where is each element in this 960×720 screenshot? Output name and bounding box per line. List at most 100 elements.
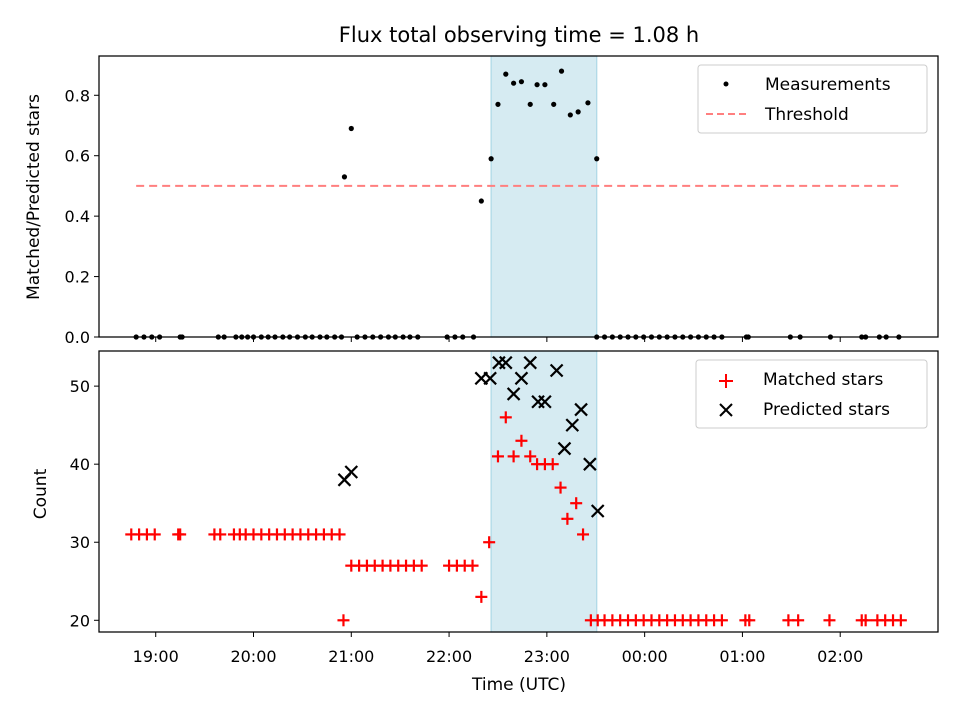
matched-star-point <box>554 481 567 494</box>
top-panel: 0.00.20.40.60.8 Matched/Predicted stars … <box>24 55 939 347</box>
bottom-shaded-span <box>490 350 598 633</box>
top-y-tick-label: 0.0 <box>65 328 90 347</box>
bottom-x-ticks: 19:00 20:00 21:00 22:00 23:00 00:00 01:00 02:00 <box>133 632 863 666</box>
matched-star-point <box>524 450 537 463</box>
matched-star-point <box>823 614 836 627</box>
matched-star-point <box>466 559 479 572</box>
top-y-tick-label: 0.4 <box>65 207 90 226</box>
bottom-x-tick-label: 01:00 <box>719 647 765 666</box>
matched-star-point <box>148 528 161 541</box>
bottom-panel: 20 30 40 50 19:00 20:00 21:00 22:00 23:00 00:00 0… <box>31 350 939 695</box>
legend-predicted-marker <box>719 403 733 417</box>
predicted-star-point <box>523 355 538 370</box>
top-legend: Measurements Threshold <box>697 64 928 134</box>
predicted-star-point <box>538 394 552 409</box>
bottom-x-tick-label: 23:00 <box>524 647 570 666</box>
bottom-x-tick-label: 22:00 <box>426 647 472 666</box>
measurement-point <box>585 100 591 106</box>
bottom-axes-frame <box>98 350 939 633</box>
top-y-tick-label: 0.8 <box>65 86 90 105</box>
bottom-y-tick-label: 20 <box>70 611 90 630</box>
bottom-legend-box <box>695 359 928 429</box>
matched-star-point <box>715 614 728 627</box>
bottom-x-tick-label: 02:00 <box>817 647 863 666</box>
matched-star-point <box>577 528 590 541</box>
measurement-point <box>511 80 517 86</box>
bottom-observing-span <box>490 350 598 633</box>
measurement-point <box>488 156 494 162</box>
matched-star-point <box>570 497 583 510</box>
top-y-tick-label: 0.6 <box>65 147 90 166</box>
predicted-star-point <box>483 371 497 386</box>
predicted-star-point <box>514 371 529 386</box>
matched-star-point <box>214 528 227 541</box>
predicted-star-point <box>590 504 605 518</box>
predicted-star-point <box>506 387 521 401</box>
measurement-point <box>348 125 354 132</box>
matched-star-point <box>174 528 187 541</box>
legend-matched-marker <box>719 374 733 388</box>
matched-star-point <box>491 450 504 463</box>
predicted-star-point <box>565 418 580 432</box>
matched-star-point <box>333 528 346 541</box>
measurement-point <box>542 82 548 88</box>
predicted-star-point <box>344 465 359 479</box>
top-shaded-span <box>490 55 598 338</box>
top-legend-box <box>697 64 928 134</box>
measurement-point <box>527 101 533 107</box>
matched-star-point <box>415 559 428 572</box>
top-x-ticks <box>155 337 841 342</box>
bottom-y-tick-label: 30 <box>70 533 90 552</box>
matched-star-point <box>859 614 872 627</box>
matched-star-point <box>743 614 756 627</box>
matched-star-points <box>125 411 907 627</box>
predicted-star-point <box>499 355 513 370</box>
matched-star-point <box>546 458 559 471</box>
matched-star-point <box>561 512 574 525</box>
bottom-y-tick-label: 40 <box>70 455 90 474</box>
predicted-star-point <box>549 363 564 378</box>
measurement-point <box>594 156 600 162</box>
matched-star-point <box>507 450 520 463</box>
matched-star-point <box>337 614 350 627</box>
measurement-point <box>534 82 540 88</box>
predicted-star-point <box>583 457 597 471</box>
measurement-point <box>567 112 573 118</box>
matched-star-point <box>792 614 805 627</box>
x-axis-label: Time (UTC) <box>471 675 566 695</box>
predicted-star-point <box>557 441 572 456</box>
bottom-legend: Matched stars Predicted stars <box>695 359 928 429</box>
top-axes-frame <box>98 55 939 338</box>
bottom-y-ticks: 20 30 40 50 <box>70 377 99 630</box>
top-y-axis-label: Matched/Predicted stars <box>24 94 44 300</box>
top-y-ticks: 0.0 0.2 0.4 0.6 0.8 <box>65 86 99 347</box>
legend-measurements-label: Measurements <box>765 75 891 95</box>
bottom-x-tick-label: 21:00 <box>328 647 374 666</box>
legend-measurement-marker <box>723 81 729 87</box>
bottom-x-tick-label: 00:00 <box>622 647 668 666</box>
bottom-x-tick-label: 19:00 <box>133 647 179 666</box>
measurement-point <box>518 79 525 85</box>
matched-star-point <box>483 536 496 549</box>
bottom-y-axis-label: Count <box>31 468 51 519</box>
matched-star-point <box>894 614 907 627</box>
matched-star-point <box>499 411 512 424</box>
top-observing-span <box>490 55 598 338</box>
chart-title: Flux total observing time = 1.08 h <box>339 23 699 47</box>
matched-star-point <box>475 590 488 603</box>
measurement-point <box>551 101 557 107</box>
measurement-point <box>558 68 565 74</box>
measurement-point <box>575 109 581 115</box>
bottom-x-tick-label: 20:00 <box>230 647 276 666</box>
bottom-y-tick-label: 50 <box>70 377 90 396</box>
measurement-point <box>495 101 501 107</box>
measurement-point <box>478 198 484 204</box>
legend-predicted-label: Predicted stars <box>763 400 890 420</box>
matched-star-point <box>515 434 528 447</box>
predicted-star-point <box>574 402 588 417</box>
top-y-tick-label: 0.2 <box>65 268 90 287</box>
legend-threshold-label: Threshold <box>764 105 849 125</box>
measurement-point <box>341 174 348 180</box>
legend-matched-label: Matched stars <box>763 370 883 390</box>
